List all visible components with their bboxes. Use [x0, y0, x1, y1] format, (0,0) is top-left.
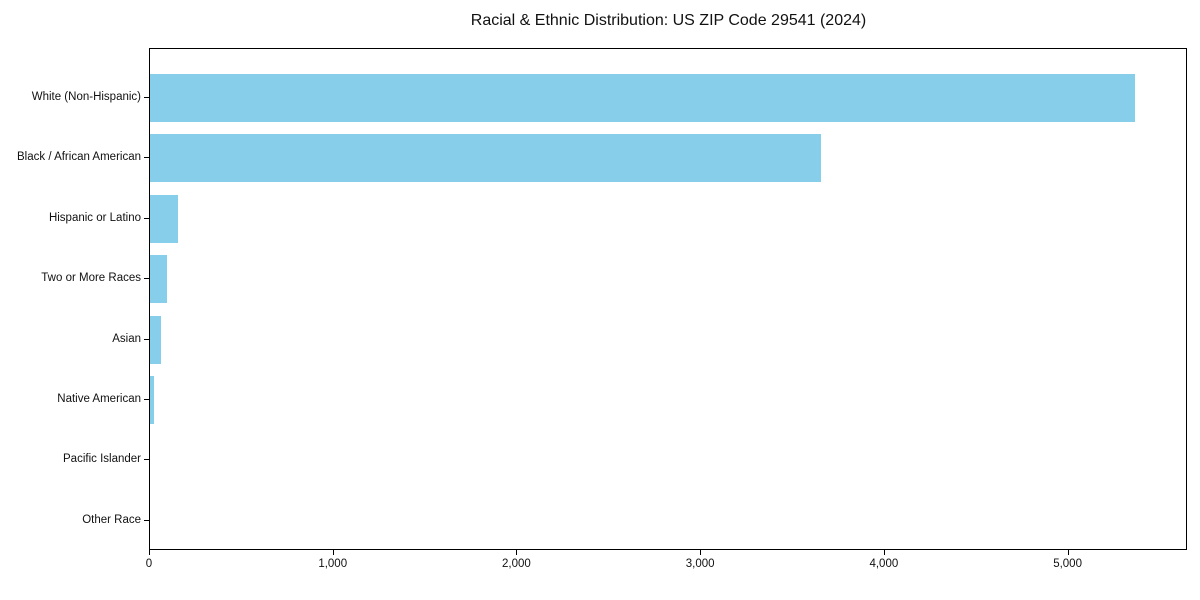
x-tick-label: 3,000	[685, 558, 715, 570]
x-tick-label: 2,000	[502, 558, 531, 570]
x-tick-mark	[516, 550, 518, 555]
y-tick-label: Other Race	[82, 513, 141, 526]
y-tick-label: Hispanic or Latino	[48, 211, 141, 224]
x-tick-label: 4,000	[869, 558, 899, 570]
y-tick-mark	[144, 338, 149, 340]
y-tick-mark	[144, 157, 149, 159]
y-tick-mark	[144, 399, 149, 400]
y-tick-mark	[144, 217, 149, 219]
y-tick-label: White (Non-Hispanic)	[31, 91, 141, 103]
bar-black-african-american	[150, 134, 822, 183]
bar-two-or-more-races	[150, 255, 167, 304]
plot-area	[149, 48, 1187, 550]
y-tick-mark	[144, 278, 149, 280]
y-tick-label: Pacific Islander	[63, 453, 141, 466]
x-tick-mark	[332, 550, 334, 555]
bar-hispanic-or-latino	[150, 194, 179, 243]
y-tick-label: Black / African American	[17, 151, 141, 164]
y-tick-mark	[144, 459, 149, 461]
bar-white-non-hispanic	[150, 74, 1135, 122]
y-tick-label: Native American	[57, 393, 141, 405]
y-tick-label: Asian	[112, 332, 141, 345]
x-tick-mark	[1067, 550, 1069, 555]
x-tick-mark	[700, 550, 702, 555]
y-tick-mark	[144, 97, 149, 98]
x-tick-label: 1,000	[318, 558, 348, 570]
x-tick-label: 0	[145, 558, 153, 570]
x-tick-mark	[883, 550, 885, 555]
y-tick-mark	[144, 519, 149, 521]
y-tick-label: Two or More Races	[41, 272, 141, 285]
bar-native-american	[150, 376, 154, 424]
chart-title: Racial & Ethnic Distribution: US ZIP Cod…	[470, 12, 867, 29]
x-tick-mark	[149, 550, 150, 555]
bar-asian	[150, 315, 162, 364]
x-tick-label: 5,000	[1053, 558, 1082, 570]
